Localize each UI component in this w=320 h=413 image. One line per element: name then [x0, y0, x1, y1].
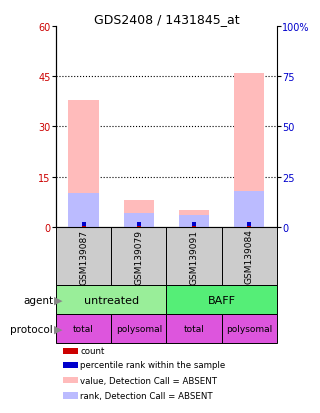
Bar: [166, 228, 222, 285]
Text: GSM139091: GSM139091: [189, 229, 198, 284]
Text: value, Detection Call = ABSENT: value, Detection Call = ABSENT: [80, 376, 217, 385]
Bar: [63, 362, 78, 368]
Point: [247, 223, 252, 230]
Text: count: count: [80, 347, 105, 356]
Bar: [179, 211, 209, 228]
Bar: [56, 285, 166, 314]
Point: [136, 223, 141, 230]
Text: total: total: [184, 325, 204, 333]
Bar: [68, 193, 99, 228]
Text: untreated: untreated: [84, 295, 139, 305]
Text: total: total: [73, 325, 94, 333]
Point: [191, 221, 196, 227]
Point: [136, 221, 141, 227]
Text: percentile rank within the sample: percentile rank within the sample: [80, 361, 226, 370]
Bar: [221, 228, 277, 285]
Text: polysomal: polysomal: [116, 325, 162, 333]
Text: GSM139087: GSM139087: [79, 229, 88, 284]
Text: agent: agent: [23, 295, 53, 305]
Bar: [56, 314, 111, 344]
Text: BAFF: BAFF: [208, 295, 236, 305]
Bar: [63, 348, 78, 354]
Bar: [179, 215, 209, 228]
Text: rank, Detection Call = ABSENT: rank, Detection Call = ABSENT: [80, 391, 213, 400]
Point: [247, 221, 252, 227]
Bar: [56, 228, 111, 285]
Bar: [111, 228, 166, 285]
Bar: [166, 314, 222, 344]
Bar: [111, 314, 166, 344]
Bar: [166, 285, 277, 314]
Bar: [124, 214, 154, 228]
Bar: [63, 392, 78, 399]
Bar: [234, 191, 264, 228]
Text: GSM139079: GSM139079: [134, 229, 143, 284]
Bar: [124, 201, 154, 228]
Point: [191, 223, 196, 230]
Bar: [221, 314, 277, 344]
Text: ▶: ▶: [54, 324, 63, 334]
Point: [81, 223, 86, 230]
Title: GDS2408 / 1431845_at: GDS2408 / 1431845_at: [93, 13, 239, 26]
Text: ▶: ▶: [54, 295, 63, 305]
Bar: [63, 377, 78, 383]
Text: polysomal: polysomal: [226, 325, 272, 333]
Text: GSM139084: GSM139084: [245, 229, 254, 284]
Text: protocol: protocol: [11, 324, 53, 334]
Bar: [68, 100, 99, 228]
Bar: [234, 74, 264, 228]
Point: [81, 221, 86, 227]
